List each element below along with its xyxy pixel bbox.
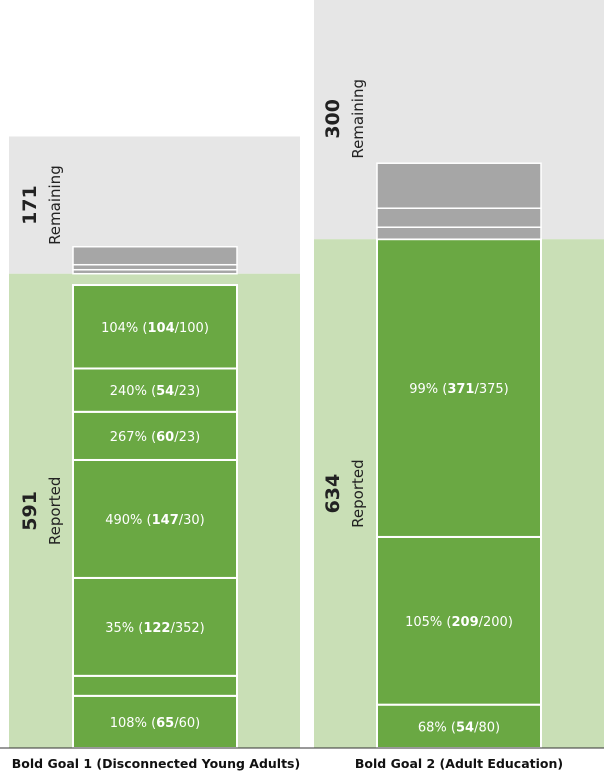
goal-1-segment-label-4: 490% (147/30) bbox=[105, 513, 205, 528]
goal-1-reported-value: 591 bbox=[19, 491, 41, 531]
goal-2-segment-label-2: 105% (209/200) bbox=[405, 615, 513, 630]
goal-2-reported-value: 634 bbox=[322, 474, 344, 514]
segment-labels: 108% (65/60) 35% (122/352) 490% (147/30) 26… bbox=[101, 321, 513, 736]
goal-1-segment-2 bbox=[72, 674, 238, 697]
goal-2-segment-label-1: 68% (54/80) bbox=[418, 720, 500, 735]
goal-1-segment-label-7: 104% (104/100) bbox=[101, 321, 209, 336]
goal-1-segment-label-5: 267% (60/23) bbox=[110, 430, 200, 445]
goal-2-segment-2 bbox=[376, 535, 542, 706]
goal-1-remaining-label: Remaining bbox=[46, 165, 64, 245]
goal-2-reported-label: Reported bbox=[349, 459, 367, 527]
goal-2-segment-3 bbox=[376, 238, 542, 538]
goal-1-segment-7 bbox=[72, 284, 238, 370]
goal-1-segment-1 bbox=[72, 694, 238, 750]
goal-1-segment-6 bbox=[72, 367, 238, 413]
category-labels: Bold Goal 1 (Disconnected Young Adults) B… bbox=[12, 756, 563, 771]
goal-2-category-label: Bold Goal 2 (Adult Education) bbox=[355, 756, 563, 771]
goal-1-remaining-value: 171 bbox=[19, 185, 41, 225]
goal-2-remaining-segment-3 bbox=[376, 162, 542, 209]
goal-2-segment-label-3: 99% (371/375) bbox=[409, 382, 509, 397]
goal-2-remaining-value: 300 bbox=[322, 99, 344, 139]
goal-1-segment-label-1: 108% (65/60) bbox=[110, 716, 200, 731]
goal-1-reported-label: Reported bbox=[46, 477, 64, 545]
goal-1-category-label: Bold Goal 1 (Disconnected Young Adults) bbox=[12, 756, 300, 771]
goal-2-remaining-segment-1 bbox=[376, 226, 542, 240]
goal-1-segment-label-3: 35% (122/352) bbox=[105, 621, 205, 636]
goal-2-remaining-segment-2 bbox=[376, 207, 542, 228]
goal-1-segment-label-6: 240% (54/23) bbox=[110, 384, 200, 399]
goal-2-remaining-label: Remaining bbox=[349, 79, 367, 159]
goal-1-remaining-segment-3 bbox=[72, 245, 238, 266]
stacked-bars bbox=[72, 162, 542, 750]
